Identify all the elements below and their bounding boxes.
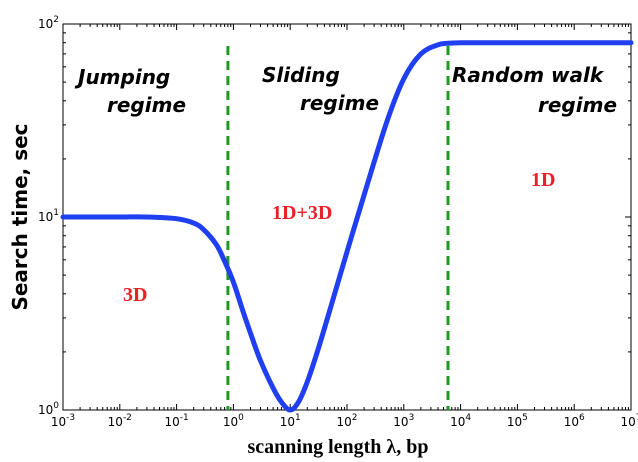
regime-label-random-walk-1: Random walk: [452, 63, 605, 87]
x-tick-label: 101: [280, 413, 301, 429]
x-tick-label: 106: [564, 413, 585, 429]
search-time-curve: [60, 40, 634, 413]
x-tick-label: 100: [223, 413, 244, 429]
y-tick-label: 100: [38, 401, 59, 417]
x-tick-label: 105: [507, 413, 528, 429]
mode-label-3d: 3D: [123, 284, 147, 306]
regime-label-sliding-2: regime: [300, 91, 379, 115]
x-tick-label: 107: [620, 413, 638, 429]
x-tick-label: 10-3: [51, 413, 75, 429]
y-tick-labels: 100 101 102: [38, 15, 59, 417]
axis-ticks: [62, 23, 632, 411]
y-tick-label: 102: [38, 15, 59, 31]
regime-label-random-walk-2: regime: [538, 93, 617, 117]
regime-boundaries: [226, 46, 450, 410]
x-tick-label: 104: [450, 413, 471, 429]
regime-label-jumping-2: regime: [107, 93, 186, 117]
y-tick-label: 101: [38, 208, 59, 224]
x-axis-label: scanning length λ, bp: [248, 436, 429, 458]
mode-label-1d-3d: 1D+3D: [272, 202, 332, 224]
x-tick-label: 10-1: [164, 413, 188, 429]
series-group: [60, 40, 634, 413]
y-axis-label: Search time, sec: [8, 123, 32, 310]
x-tick-label: 102: [336, 413, 357, 429]
regime-label-jumping-1: Jumping: [74, 65, 170, 89]
x-tick-label: 10-2: [108, 413, 132, 429]
mode-label-1d: 1D: [531, 169, 555, 191]
regime-label-sliding-1: Sliding: [262, 63, 340, 87]
x-tick-label: 103: [393, 413, 414, 429]
x-tick-labels: 10-3 10-2 10-1 100 101 102 103 104 105 106 107: [51, 413, 638, 429]
